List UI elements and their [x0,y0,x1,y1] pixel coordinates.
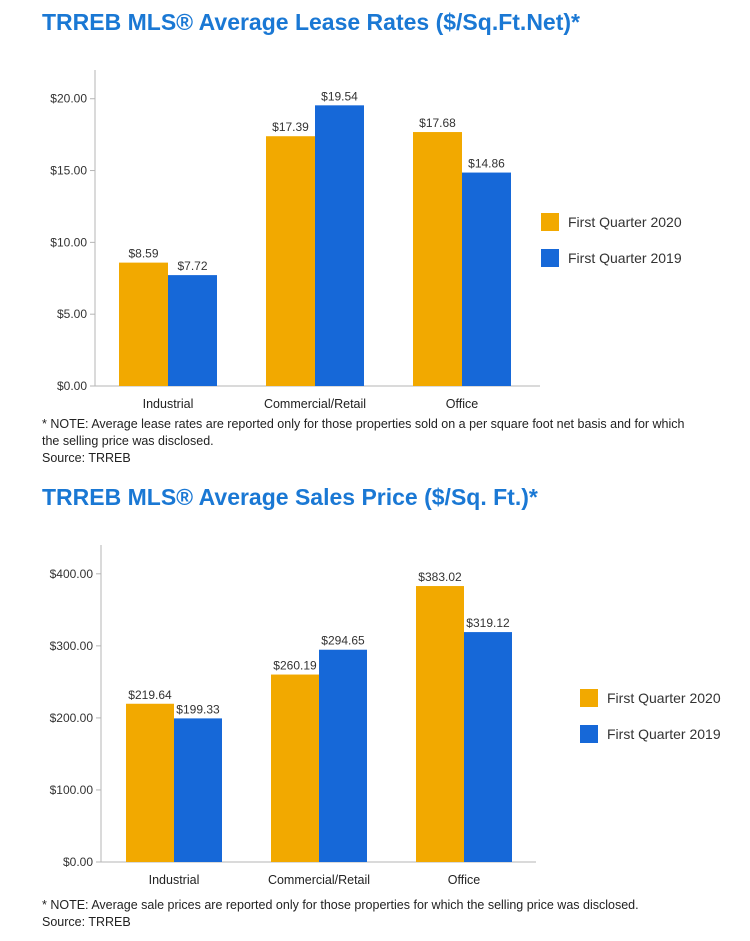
lease-rates-note: * NOTE: Average lease rates are reported… [42,416,702,467]
lease-rates-chart: $0.00 $5.00 $10.00 $15.00 $20.00 $8.59 $7.72 In… [50,70,682,411]
lease-rates-source: Source: TRREB [42,451,131,465]
lease-rates-data-label: $19.54 [321,89,358,103]
sales-price-note-text: * NOTE: Average sale prices are reported… [42,898,639,912]
lease-rates-data-label: $7.72 [177,259,207,273]
sales-price-data-label: $383.02 [418,570,462,584]
lease-rates-category-label: Office [446,397,478,411]
lease-rates-bar [462,172,511,386]
sales-price-legend-swatch [580,725,598,743]
sales-price-data-label: $199.33 [176,702,220,716]
sales-price-legend-swatch [580,689,598,707]
lease-rates-legend-label: First Quarter 2020 [568,214,682,230]
sales-price-chart-title: TRREB MLS® Average Sales Price ($/Sq. Ft… [42,484,538,510]
lease-rates-bar [119,262,168,386]
sales-price-y-tick-label: $200.00 [50,711,94,725]
lease-rates-chart-title: TRREB MLS® Average Lease Rates ($/Sq.Ft.… [42,9,580,35]
sales-price-category-label: Office [448,873,480,887]
sales-price-data-label: $219.64 [128,688,172,702]
sales-price-data-label: $294.65 [321,634,365,648]
lease-rates-y-tick-label: $5.00 [57,307,87,321]
lease-rates-bar [266,136,315,386]
sales-price-y-tick-label: $300.00 [50,639,94,653]
sales-price-category-label: Industrial [149,873,200,887]
sales-price-bar [319,649,367,862]
lease-rates-y-tick-label: $15.00 [50,164,87,178]
sales-price-y-tick-label: $0.00 [63,855,93,869]
lease-rates-data-label: $17.39 [272,120,309,134]
lease-rates-category-label: Commercial/Retail [264,397,366,411]
sales-price-chart: $0.00 $100.00 $200.00 $300.00 $400.00 $219.64… [50,545,721,887]
sales-price-data-label: $260.19 [273,659,317,673]
lease-rates-legend-swatch [541,213,559,231]
sales-price-bar [464,632,512,862]
sales-price-legend-label: First Quarter 2020 [607,690,721,706]
sales-price-bar [174,718,222,862]
lease-rates-data-label: $14.86 [468,157,505,171]
sales-price-note: * NOTE: Average sale prices are reported… [42,897,722,931]
sales-price-y-tick-label: $400.00 [50,567,94,581]
lease-rates-y-tick-label: $20.00 [50,92,87,106]
lease-rates-y-tick-label: $0.00 [57,379,87,393]
lease-rates-note-text: * NOTE: Average lease rates are reported… [42,417,685,448]
lease-rates-bar [315,105,364,387]
sales-price-category-label: Commercial/Retail [268,873,370,887]
lease-rates-data-label: $17.68 [419,116,456,130]
lease-rates-bar [168,275,217,386]
sales-price-bar [126,703,174,862]
sales-price-y-tick-label: $100.00 [50,783,94,797]
sales-price-legend-label: First Quarter 2019 [607,726,721,742]
lease-rates-bar [413,132,462,386]
lease-rates-category-label: Industrial [143,397,194,411]
sales-price-bar [416,586,464,862]
lease-rates-data-label: $8.59 [128,247,158,261]
sales-price-data-label: $319.12 [466,616,510,630]
lease-rates-y-tick-label: $10.00 [50,235,87,249]
sales-price-source: Source: TRREB [42,915,131,929]
lease-rates-legend-label: First Quarter 2019 [568,250,682,266]
sales-price-bar [271,674,319,862]
lease-rates-legend-swatch [541,249,559,267]
